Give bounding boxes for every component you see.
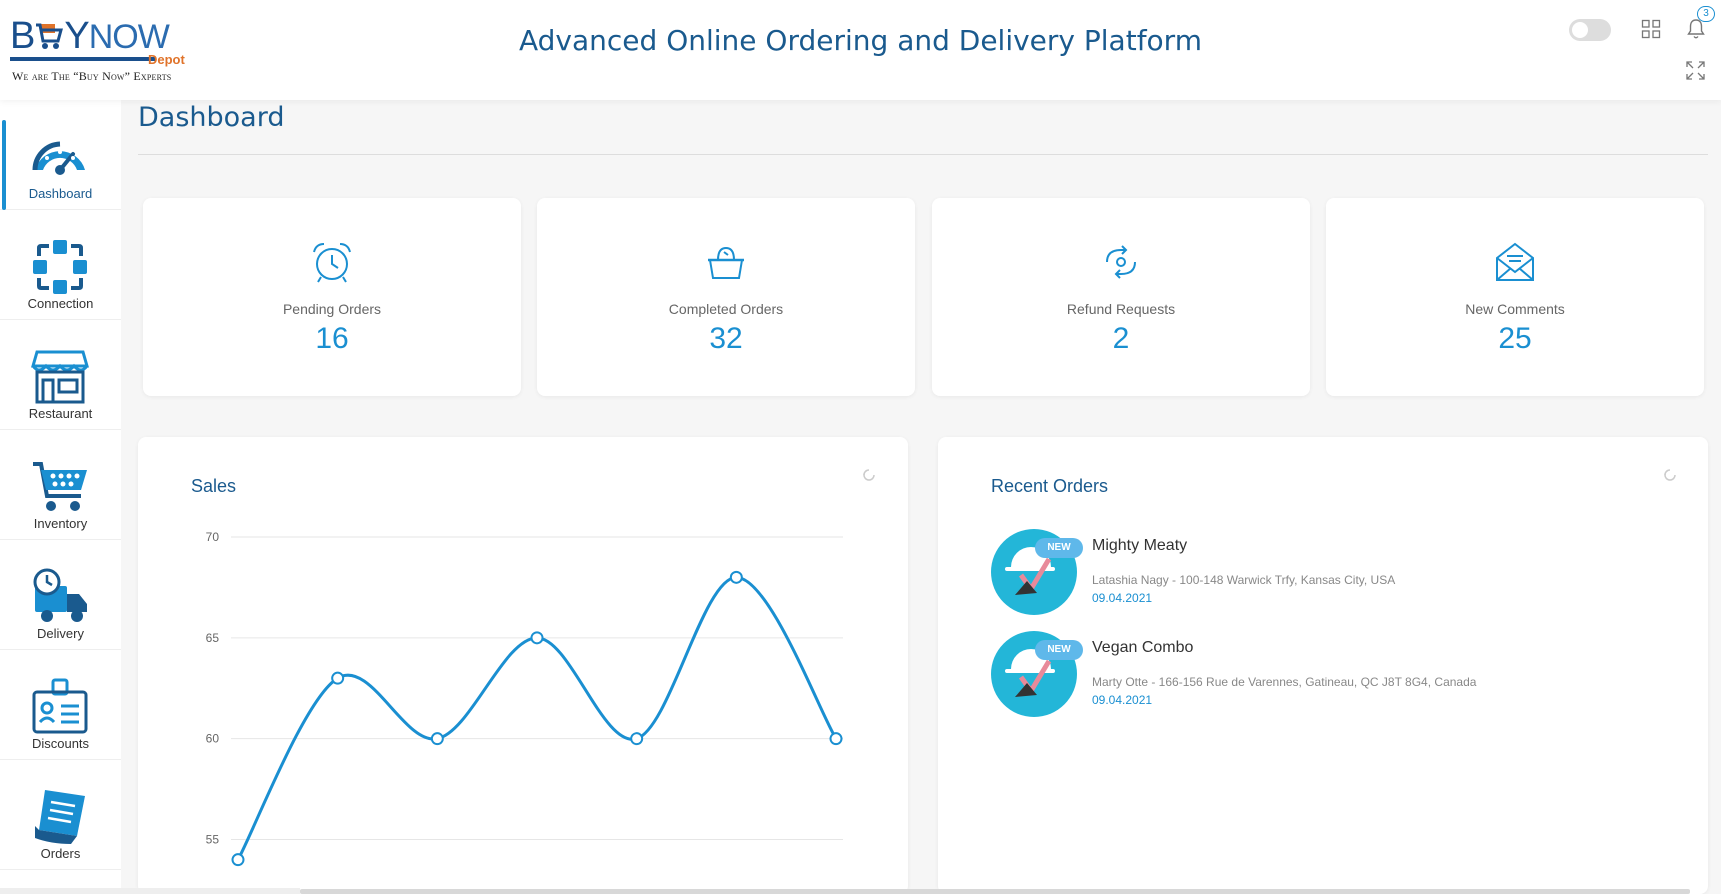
stat-label: Completed Orders (668, 301, 784, 317)
stat-label: New Comments (1465, 301, 1565, 317)
sidebar-item-label: Delivery (37, 626, 84, 641)
order-address: Marty Otte - 166-156 Rue de Varennes, Ga… (1092, 675, 1477, 689)
logo-now: NOW (88, 18, 170, 56)
grid-icon[interactable] (1641, 19, 1661, 39)
orders-list-icon (35, 790, 85, 844)
app-title: Advanced Online Ordering and Delivery Pl… (519, 24, 1202, 57)
sidebar-item-inventory[interactable]: Inventory (0, 430, 121, 540)
order-name[interactable]: Mighty Meaty (1092, 537, 1188, 554)
recent-orders-panel: Recent Orders NEW Mighty Meaty Latashia … (938, 437, 1708, 894)
page-title: Dashboard (138, 102, 285, 133)
sidebar-item-dashboard[interactable]: Dashboard (0, 100, 121, 210)
stat-label: Refund Requests (1066, 301, 1176, 317)
logo-underline (10, 57, 156, 61)
y-tick-label: 70 (206, 530, 220, 544)
sidebar-item-connection[interactable]: Connection (0, 210, 121, 320)
y-tick-label: 65 (206, 631, 220, 645)
stat-card-pending-orders[interactable]: Pending Orders 16 (143, 198, 521, 396)
logo-letter-b: B (10, 15, 35, 57)
logo-tagline: We are The “Buy Now” Experts (12, 69, 172, 83)
data-point[interactable] (829, 732, 843, 746)
order-date: 09.04.2021 (1092, 591, 1153, 605)
title-divider (138, 154, 1708, 155)
new-badge: NEW (1035, 640, 1083, 660)
logo-wordmark: B YNOW (10, 15, 170, 57)
stat-value: 25 (1498, 322, 1532, 355)
stat-value: 16 (315, 322, 349, 355)
y-tick-label: 60 (206, 732, 220, 746)
recent-orders-title: Recent Orders (991, 476, 1109, 496)
cart-icon (33, 462, 87, 511)
theme-toggle-switch[interactable] (1569, 19, 1611, 41)
sales-panel: Sales 55 60 65 70 (138, 437, 908, 894)
stat-card-completed-orders[interactable]: Completed Orders 32 (537, 198, 915, 396)
data-point[interactable] (430, 732, 444, 746)
bell-icon[interactable] (1686, 18, 1706, 40)
stat-card-new-comments[interactable]: New Comments 25 (1326, 198, 1704, 396)
data-point[interactable] (231, 853, 245, 867)
stat-label: Pending Orders (282, 301, 382, 317)
logo-cart-icon (36, 23, 64, 49)
sidebar-item-discounts[interactable]: Discounts (0, 650, 121, 760)
refresh-icon[interactable] (861, 467, 877, 483)
sales-series-line (236, 575, 838, 861)
stat-card-refund-requests[interactable]: Refund Requests 2 (932, 198, 1310, 396)
data-point[interactable] (530, 631, 544, 645)
sidebar-item-label: Dashboard (28, 186, 93, 201)
notification-count-badge: 3 (1697, 6, 1715, 22)
envelope-icon (1496, 242, 1534, 281)
sidebar-item-orders[interactable]: Orders (0, 760, 121, 870)
data-point[interactable] (630, 732, 644, 746)
order-name[interactable]: Vegan Combo (1092, 639, 1194, 656)
sidebar-nav: Dashboard Connection Restaurant Inventor… (0, 100, 121, 894)
refund-icon (1106, 245, 1136, 279)
discount-card-icon (32, 678, 88, 734)
y-tick-label: 55 (206, 833, 220, 847)
data-point[interactable] (729, 570, 743, 584)
order-list-item[interactable]: NEW Mighty Meaty Latashia Nagy - 100-148… (991, 529, 1691, 619)
logo-depot: Depot (148, 52, 185, 67)
status-bar (0, 888, 300, 894)
buynow-depot-logo[interactable]: B YNOW Depot We are The “Buy Now” Experts (10, 16, 195, 86)
data-point[interactable] (331, 671, 345, 685)
stat-value: 32 (709, 322, 743, 355)
sidebar-item-delivery[interactable]: Delivery (0, 540, 121, 650)
order-date: 09.04.2021 (1092, 693, 1153, 707)
alarm-clock-icon (313, 243, 351, 283)
sidebar-item-label: Connection (27, 296, 94, 311)
connection-icon (33, 240, 87, 294)
stat-value: 2 (1112, 322, 1130, 355)
expand-icon[interactable] (1686, 61, 1705, 80)
sidebar-item-label: Discounts (31, 736, 90, 751)
refresh-icon[interactable] (1662, 467, 1678, 483)
sidebar-item-label: Restaurant (28, 406, 93, 421)
top-header: B YNOW Depot We are The “Buy Now” Experts… (0, 0, 1721, 100)
sidebar-item-label: Orders (40, 846, 81, 861)
new-badge: NEW (1035, 538, 1083, 558)
sales-line-chart: 55 60 65 70 (206, 530, 843, 867)
sales-title: Sales (191, 476, 237, 496)
delivery-truck-icon (33, 568, 87, 622)
dashboard-gauge-icon (32, 141, 85, 175)
logo-letter-y: Y (64, 15, 89, 57)
restaurant-icon (31, 350, 89, 404)
sidebar-item-restaurant[interactable]: Restaurant (0, 320, 121, 430)
order-address: Latashia Nagy - 100-148 Warwick Trfy, Ka… (1092, 573, 1396, 587)
horizontal-scrollbar[interactable] (300, 889, 1690, 894)
order-list-item[interactable]: NEW Vegan Combo Marty Otte - 166-156 Rue… (991, 631, 1691, 721)
sidebar-item-label: Inventory (33, 516, 88, 531)
basket-icon (708, 246, 744, 279)
